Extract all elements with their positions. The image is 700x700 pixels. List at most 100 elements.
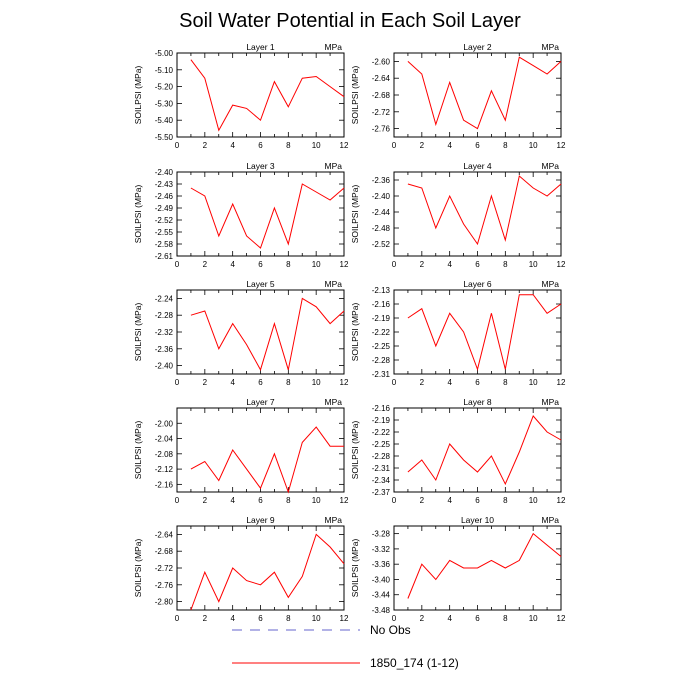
x-tick-label: 12 [340,378,349,387]
x-tick-label: 6 [258,378,263,387]
x-tick-label: 0 [392,378,397,387]
y-axis-label: SOILPSI (MPa) [133,185,143,244]
x-tick-label: 2 [203,378,208,387]
x-tick-label: 10 [312,141,321,150]
y-axis-label: SOILPSI (MPa) [350,66,360,125]
y-tick-label: -2.76 [155,581,174,590]
y-tick-label: -2.00 [155,419,174,428]
x-tick-label: 0 [175,378,180,387]
x-tick-label: 2 [203,260,208,269]
x-tick-label: 6 [475,141,480,150]
legend-label-obs: No Obs [370,623,411,637]
x-tick-label: 2 [420,141,425,150]
y-tick-label: -5.30 [155,99,174,108]
y-tick-label: -2.37 [372,488,391,497]
y-tick-label: -2.16 [372,300,391,309]
y-axis-label: SOILPSI (MPa) [133,303,143,362]
y-axis-label: SOILPSI (MPa) [133,421,143,480]
x-tick-label: 12 [557,141,566,150]
x-tick-label: 4 [447,614,452,623]
x-tick-label: 2 [420,614,425,623]
x-tick-label: 0 [175,260,180,269]
x-tick-label: 4 [447,141,452,150]
y-tick-label: -2.31 [372,370,391,379]
panel-layer-6: Layer 6 MPa SOILPSI (MPa) 0 2 4 6 8 10 12 -2.13 -2.… [350,279,566,387]
series-line [190,426,344,494]
panel-layer-9: Layer 9 MPa SOILPSI (MPa) 0 2 4 6 8 10 12 -2.64 -2.… [133,515,349,623]
plot-frame [176,289,345,375]
panel-title: Layer 9 [246,515,275,525]
panel-layer-7: Layer 7 MPa SOILPSI (MPa) 0 2 4 6 8 10 12 -2.00 -2.… [133,397,349,505]
series-line [407,532,562,599]
y-tick-label: -2.72 [372,108,391,117]
y-tick-label: -3.28 [372,530,391,539]
x-tick-label: 12 [557,378,566,387]
y-tick-label: -2.52 [372,240,391,249]
y-tick-label: -2.25 [372,440,391,449]
x-tick-label: 10 [529,378,538,387]
y-tick-label: -2.19 [372,314,391,323]
x-tick-label: 8 [286,141,291,150]
x-tick-label: 12 [557,260,566,269]
x-tick-label: 2 [203,496,208,505]
y-tick-label: -2.22 [372,328,391,337]
unit-label: MPa [325,42,343,52]
y-tick-label: -2.61 [155,252,174,261]
x-tick-label: 10 [529,496,538,505]
panel-title: Layer 7 [246,397,275,407]
series-line [407,175,562,246]
x-tick-label: 8 [286,614,291,623]
y-tick-label: -2.68 [372,91,391,100]
y-tick-label: -2.28 [372,452,391,461]
y-tick-label: -3.40 [372,575,391,584]
x-tick-label: 2 [420,496,425,505]
y-tick-label: -2.16 [372,404,391,413]
x-tick-label: 6 [258,260,263,269]
y-axis-label: SOILPSI (MPa) [350,303,360,362]
x-tick-label: 12 [340,141,349,150]
x-tick-label: 12 [340,496,349,505]
unit-label: MPa [325,279,343,289]
x-tick-label: 6 [475,496,480,505]
panel-title: Layer 3 [246,161,275,171]
y-tick-label: -2.49 [155,204,174,213]
panel-layer-1: Layer 1 MPa SOILPSI (MPa) 0 2 4 6 8 10 12 -5.00 -5.… [133,42,349,150]
series-line [190,297,345,372]
x-tick-label: 8 [286,378,291,387]
y-axis-label: SOILPSI (MPa) [350,539,360,598]
unit-label: MPa [325,397,343,407]
panel-layer-8: Layer 8 MPa SOILPSI (MPa) 0 2 4 6 8 10 12 -2.16 -2.… [350,397,566,505]
x-tick-label: 0 [175,141,180,150]
x-tick-label: 6 [258,496,263,505]
figure-title: Soil Water Potential in Each Soil Layer [179,10,521,32]
y-tick-label: -2.34 [372,476,391,485]
x-tick-label: 0 [392,260,397,269]
plot-frame [176,171,345,257]
x-tick-label: 12 [557,614,566,623]
series-line [407,294,562,371]
x-tick-label: 4 [230,260,235,269]
x-tick-label: 2 [420,260,425,269]
series-line [190,183,345,249]
series-line [190,533,345,611]
x-tick-label: 10 [312,260,321,269]
x-tick-label: 8 [286,496,291,505]
plot-frame [393,407,562,493]
x-tick-label: 6 [475,378,480,387]
y-tick-label: -2.52 [155,216,174,225]
panel-title: Layer 8 [463,397,492,407]
y-axis-label: SOILPSI (MPa) [133,66,143,125]
y-tick-label: -5.10 [155,66,174,75]
unit-label: MPa [325,161,343,171]
plot-frame [176,52,345,138]
y-tick-label: -2.46 [155,192,174,201]
unit-label: MPa [542,515,560,525]
plot-frame [176,407,345,493]
legend: No Obs 1850_174 (1-12) [232,623,459,670]
y-tick-label: -2.12 [155,465,174,474]
x-tick-label: 8 [503,614,508,623]
panel-title: Layer 1 [246,42,275,52]
plot-frame [176,525,345,611]
x-tick-label: 0 [392,496,397,505]
x-tick-label: 0 [392,141,397,150]
